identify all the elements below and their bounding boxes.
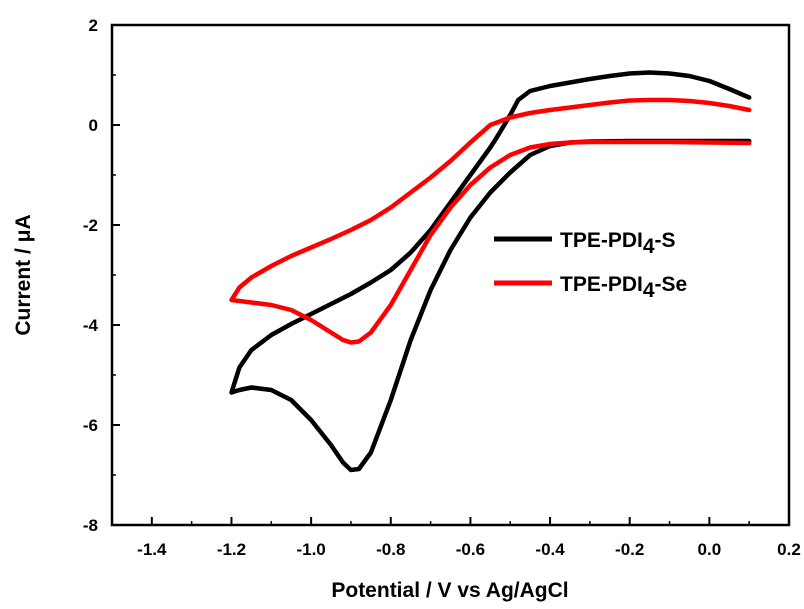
x-tick-label: -0.6 [456,540,485,559]
curves [229,70,752,473]
y-tick-label: 0 [89,116,98,135]
legend-label-2: TPE-PDI4-Se [560,273,687,302]
x-tick-label: -1.4 [137,540,167,559]
series-line-2 [229,97,752,345]
x-tick-label: -1.2 [217,540,246,559]
y-tick-label: -4 [83,316,99,335]
x-tick-label: 0.2 [777,540,801,559]
series-line-1 [229,70,752,473]
y-tick-label: -8 [83,516,98,535]
x-axis: -1.4 -1.2 -1.0 -0.8 -0.6 -0.4 -0.2 0.0 0.2 [137,517,801,559]
x-tick-label: -0.8 [376,540,405,559]
y-tick-label: 2 [89,16,98,35]
x-tick-label: -0.4 [535,540,565,559]
legend-label-1: TPE-PDI4-S [560,229,676,258]
x-axis-title: Potential / V vs Ag/AgCl [331,579,568,602]
x-tick-label: -0.2 [615,540,644,559]
y-axis-title: Current / μA [12,214,35,335]
x-tick-label: 0.0 [698,540,722,559]
y-axis: 2 0 -2 -4 -6 -8 [83,16,120,535]
y-tick-label: -2 [83,216,98,235]
x-tick-label: -1.0 [296,540,325,559]
legend: TPE-PDI4-S TPE-PDI4-Se [494,229,687,302]
y-tick-label: -6 [83,416,98,435]
